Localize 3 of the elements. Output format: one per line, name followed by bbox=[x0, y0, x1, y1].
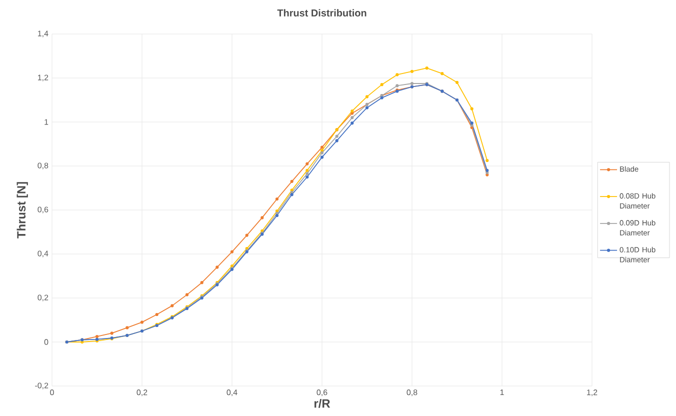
chart-title: Thrust Distribution bbox=[277, 9, 366, 16]
x-axis-title: r/R bbox=[314, 398, 330, 408]
y-axis-title: Thrust [N] bbox=[16, 182, 28, 238]
